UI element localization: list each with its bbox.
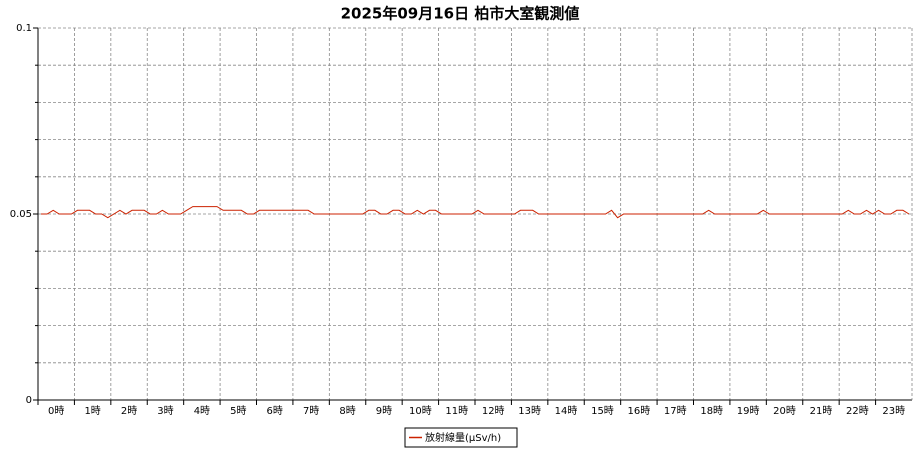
x-tick-label: 1時 (84, 405, 100, 417)
data-line (41, 206, 910, 219)
x-tick-label: 13時 (518, 405, 541, 417)
x-tick-label: 14時 (555, 405, 578, 417)
x-tick-label: 4時 (194, 405, 210, 417)
y-tick-label: 0 (26, 395, 32, 406)
x-tick-label: 5時 (230, 405, 246, 417)
x-tick-label: 8時 (339, 405, 355, 417)
x-tick-label: 6時 (267, 405, 283, 417)
chart-title: 2025年09月16日 柏市大室観測値 (341, 5, 580, 23)
x-tick-label: 15時 (591, 405, 614, 417)
legend-label: 放射線量(μSv/h) (425, 431, 501, 444)
x-tick-label: 19時 (737, 405, 760, 417)
x-tick-label: 7時 (303, 405, 319, 417)
x-tick-label: 16時 (628, 405, 651, 417)
y-tick-label: 0.1 (16, 23, 32, 34)
x-tick-label: 12時 (482, 405, 505, 417)
x-tick-label: 0時 (48, 405, 64, 417)
x-tick-label: 20時 (773, 405, 796, 417)
legend-box (404, 427, 518, 448)
x-tick-label: 22時 (846, 405, 869, 417)
x-tick-label: 21時 (810, 405, 833, 417)
x-tick-label: 10時 (409, 405, 432, 417)
x-tick-label: 18時 (700, 405, 723, 417)
x-tick-label: 9時 (376, 405, 392, 417)
y-tick-label: 0.05 (10, 209, 32, 220)
x-tick-label: 17時 (664, 405, 687, 417)
x-tick-label: 2時 (121, 405, 137, 417)
x-tick-label: 11時 (445, 405, 468, 417)
x-tick-label: 3時 (157, 405, 173, 417)
x-tick-label: 23時 (882, 405, 905, 417)
